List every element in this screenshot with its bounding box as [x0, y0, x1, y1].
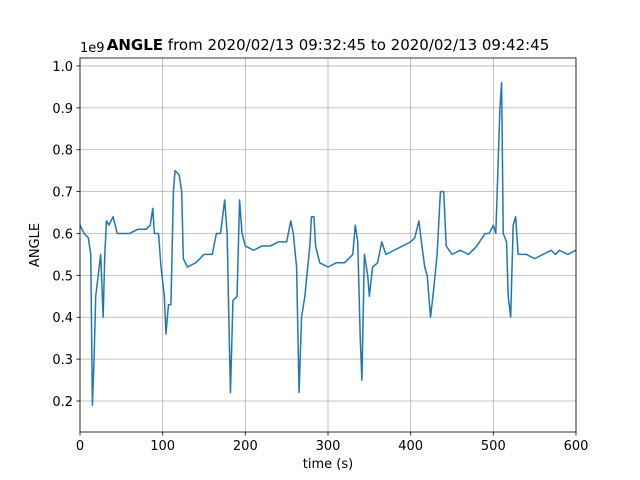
- plot-frame: [79, 57, 577, 433]
- x-tick-label: 100: [150, 439, 175, 454]
- x-tick-label: 0: [76, 439, 84, 454]
- y-tick-label: 0.5: [52, 269, 73, 284]
- y-offset-text: 1e9: [80, 41, 105, 56]
- x-axis-label: time (s): [303, 457, 353, 472]
- y-tick-label: 0.7: [52, 186, 73, 201]
- x-tick-label: 400: [398, 439, 423, 454]
- y-tick-label: 0.3: [52, 353, 73, 368]
- x-tick-label: 200: [233, 439, 258, 454]
- y-axis-label: ANGLE: [28, 223, 43, 267]
- y-tick-label: 1.0: [52, 60, 73, 75]
- x-tick-label: 500: [481, 439, 506, 454]
- y-tick-label: 0.4: [52, 311, 73, 326]
- x-tick-label: 300: [316, 439, 341, 454]
- y-tick-label: 0.6: [52, 227, 73, 242]
- y-tick-label: 0.8: [52, 144, 73, 159]
- title-rest: from 2020/02/13 09:32:45 to 2020/02/13 0…: [168, 36, 549, 54]
- title-bold: ANGLE: [107, 36, 163, 54]
- y-tick-label: 0.9: [52, 102, 73, 117]
- y-tick-label: 0.2: [52, 395, 73, 410]
- data-line: [79, 81, 577, 406]
- chart-title: ANGLE from 2020/02/13 09:32:45 to 2020/0…: [107, 36, 550, 54]
- x-tick-label: 600: [564, 439, 589, 454]
